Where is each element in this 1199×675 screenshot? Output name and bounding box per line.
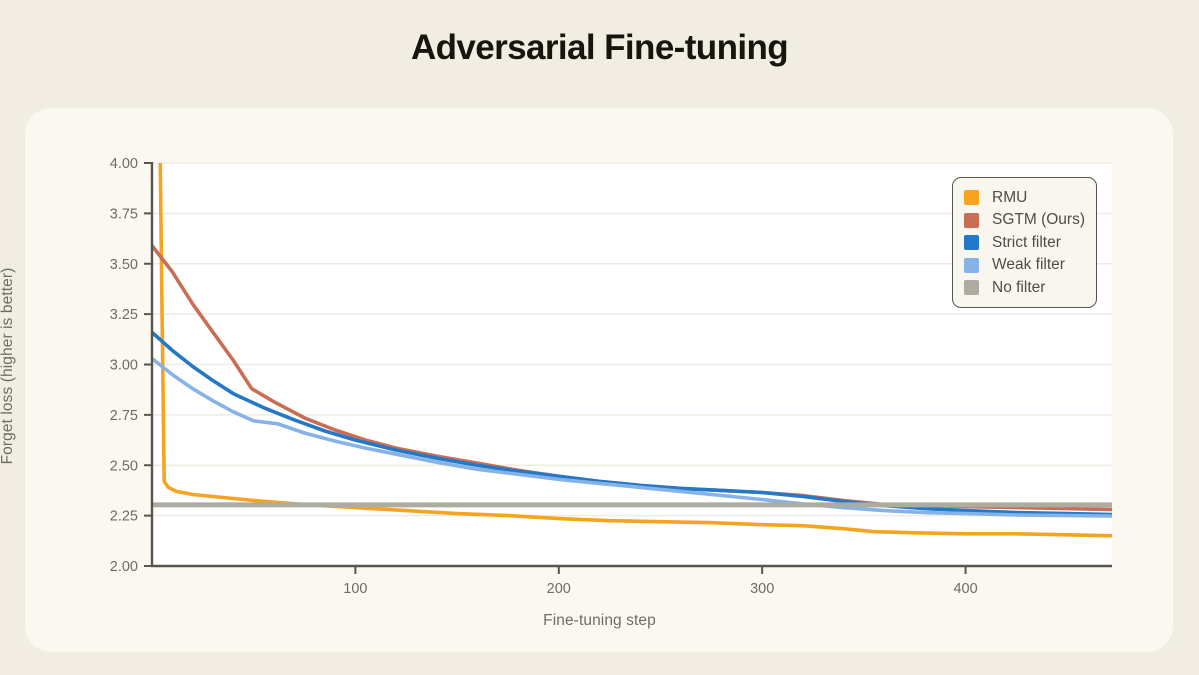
y-tick-label: 2.00 bbox=[110, 559, 138, 575]
legend-label: SGTM (Ours) bbox=[992, 211, 1085, 229]
legend-item-rmu: RMU bbox=[964, 187, 1084, 209]
strict-filter-swatch-icon bbox=[964, 235, 979, 251]
series-line-rmu bbox=[158, 163, 1112, 538]
legend-label: Weak filter bbox=[992, 256, 1065, 274]
y-tick-label: 3.75 bbox=[110, 206, 138, 222]
rmu-swatch-icon bbox=[964, 190, 979, 206]
no-filter-swatch-icon bbox=[964, 280, 979, 296]
legend-item-sgtm: SGTM (Ours) bbox=[964, 210, 1085, 232]
weak-filter-swatch-icon bbox=[964, 257, 979, 273]
legend-label: RMU bbox=[992, 188, 1028, 206]
chart-title: Adversarial Fine-tuning bbox=[410, 28, 789, 67]
y-axis-title: Forget loss (higher is better) bbox=[0, 267, 16, 465]
y-tick-label: 3.25 bbox=[110, 307, 138, 323]
series-line-strict-filter bbox=[152, 330, 1112, 517]
series-group bbox=[152, 163, 1112, 538]
x-axis-title: Fine-tuning step bbox=[543, 612, 656, 629]
legend-item-strict-filter: Strict filter bbox=[964, 232, 1084, 254]
legend-label: No filter bbox=[992, 278, 1046, 296]
x-tick-label: 100 bbox=[343, 581, 367, 597]
y-tick-label: 2.25 bbox=[110, 509, 138, 525]
series-line-weak-filter bbox=[152, 356, 1112, 518]
legend-label: Strict filter bbox=[992, 233, 1061, 251]
legend-item-weak-filter: Weak filter bbox=[964, 255, 1084, 277]
y-tick-label: 3.00 bbox=[110, 358, 138, 374]
y-tick-label: 2.75 bbox=[110, 408, 138, 424]
sgtm-swatch-icon bbox=[964, 212, 979, 228]
y-tick-label: 3.50 bbox=[110, 257, 138, 273]
y-tick-label: 4.00 bbox=[110, 156, 138, 172]
legend-item-no-filter: No filter bbox=[964, 277, 1084, 299]
x-tick-label: 200 bbox=[547, 581, 571, 597]
y-tick-label: 2.50 bbox=[110, 458, 138, 474]
x-tick-label: 400 bbox=[953, 581, 977, 597]
x-tick-label: 300 bbox=[750, 581, 774, 597]
legend: RMU SGTM (Ours) Strict filter Weak filte… bbox=[952, 177, 1097, 308]
